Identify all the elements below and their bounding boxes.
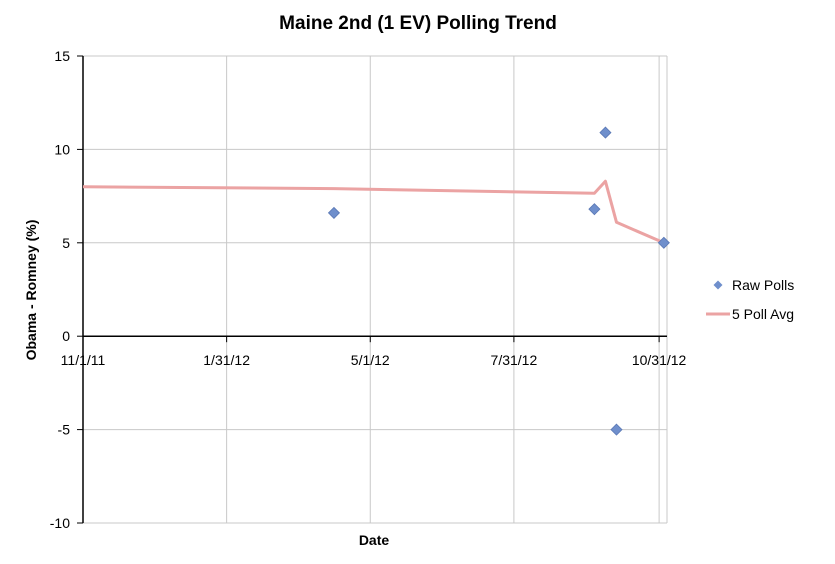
chart-title: Maine 2nd (1 EV) Polling Trend: [279, 13, 557, 34]
legend-label: 5 Poll Avg: [732, 306, 794, 322]
poll-point: [610, 423, 623, 436]
legend-label: Raw Polls: [732, 277, 794, 293]
avg-line: [82, 179, 665, 245]
x-tick-labels: 11/1/11 1/31/12 5/1/12 7/31/12 10/31/12: [61, 352, 687, 368]
poll-point: [599, 126, 612, 139]
gridlines: [83, 55, 668, 524]
poll-point: [327, 206, 341, 219]
y-tick-label: -5: [58, 422, 71, 438]
y-tick-label: 0: [62, 328, 70, 344]
x-tick-label: 7/31/12: [491, 352, 538, 368]
y-tick-label: 15: [54, 48, 70, 64]
y-tick-label: -10: [50, 515, 70, 531]
y-tick-label: 10: [54, 141, 70, 157]
y-tick-labels: 15 10 5 0 -5 -10: [50, 48, 70, 531]
poll-point: [588, 203, 601, 216]
x-tick-label: 5/1/12: [351, 352, 390, 368]
x-tick-label: 10/31/12: [632, 352, 687, 368]
y-tick-label: 5: [62, 235, 70, 251]
legend: Raw Polls 5 Poll Avg: [706, 277, 794, 322]
x-axis-title: Date: [359, 532, 390, 548]
y-axis-title: Obama - Romney (%): [23, 220, 39, 361]
x-tick-label: 11/1/11: [61, 352, 106, 368]
poll-point: [657, 236, 670, 249]
series-layer: [82, 126, 670, 436]
axes: [77, 55, 667, 524]
x-tick-label: 1/31/12: [203, 352, 250, 368]
legend-marker-raw-polls: [713, 280, 723, 290]
